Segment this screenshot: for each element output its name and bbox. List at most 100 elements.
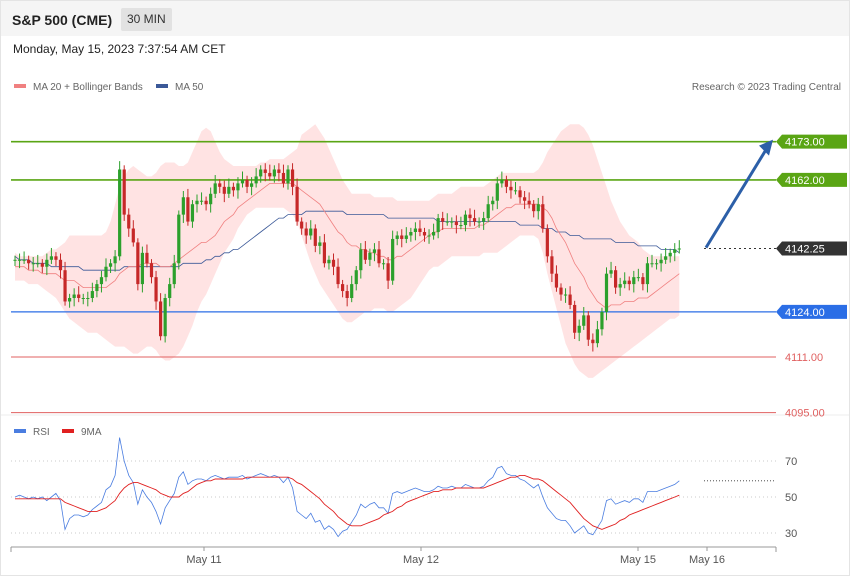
level-tag-shape — [776, 241, 847, 256]
legend-rsi-label: RSI — [33, 427, 50, 438]
report-datetime: Monday, May 15, 2023 7:37:54 AM CET — [13, 42, 226, 56]
candle-body — [327, 259, 331, 264]
level-tag-4162.00: 4162.00 — [776, 172, 847, 187]
legend-ma20-label: MA 20 + Bollinger Bands — [33, 82, 143, 93]
candle-body — [422, 232, 427, 236]
candle-body — [668, 252, 672, 257]
candle-body — [254, 176, 258, 184]
rsi-tick-50: 50 — [785, 492, 797, 504]
candle-body — [122, 169, 126, 215]
rsi-tick-30: 30 — [785, 528, 797, 540]
candle-body — [304, 228, 308, 236]
candle-body — [322, 242, 326, 264]
candle-body — [436, 218, 440, 232]
candle-body — [131, 228, 135, 243]
candle-body — [636, 277, 640, 279]
candle-body — [86, 298, 90, 299]
candle-body — [432, 232, 436, 236]
candle-body — [309, 228, 313, 236]
candle-body — [568, 294, 572, 305]
level-tag-4124.00: 4124.00 — [776, 304, 847, 319]
candle-body — [90, 291, 94, 298]
candle-body — [272, 169, 276, 177]
instrument-title: S&P 500 (CME) — [12, 12, 113, 28]
candle-body — [441, 218, 445, 222]
candle-body — [17, 259, 22, 261]
legend-ma50-label: MA 50 — [175, 82, 204, 93]
candles — [13, 161, 681, 352]
candle-body — [673, 249, 677, 253]
candle-body — [400, 235, 404, 239]
level-tag-shape — [776, 304, 847, 319]
candle-body — [190, 204, 195, 222]
level-tag-text: 4142.25 — [785, 244, 825, 256]
candle-body — [350, 284, 354, 298]
candle-body — [40, 263, 44, 267]
candle-body — [614, 270, 618, 288]
candle-body — [295, 186, 299, 222]
legend-swatch-rsi-ma — [62, 429, 74, 433]
candle-body — [136, 242, 140, 285]
level-tag-text: 4111.00 — [785, 352, 823, 364]
projection-arrow-head — [759, 139, 773, 156]
candle-body — [341, 284, 345, 292]
candle-body — [54, 256, 58, 260]
candle-body — [300, 221, 304, 229]
candle-body — [222, 186, 226, 194]
candle-body — [77, 294, 81, 298]
candle-body — [172, 263, 176, 285]
candle-body — [504, 179, 508, 187]
candle-body — [245, 179, 249, 187]
legend-swatch-ma20 — [14, 84, 26, 88]
candle-body — [595, 329, 599, 344]
legend-swatch-ma50 — [156, 84, 168, 88]
candle-body — [518, 190, 522, 198]
time-tick-label: May 11 — [186, 554, 221, 566]
candle-body — [195, 200, 199, 205]
candle-body — [127, 214, 131, 229]
candle-body — [13, 259, 17, 261]
candle-body — [218, 183, 222, 187]
candle-body — [445, 221, 449, 223]
candle-body — [240, 179, 245, 184]
candle-body — [491, 200, 495, 205]
candle-body — [677, 248, 681, 250]
candle-body — [386, 263, 390, 281]
candle-body — [186, 197, 190, 222]
candle-body — [372, 249, 377, 253]
candle-body — [627, 280, 631, 285]
candle-body — [345, 291, 349, 298]
candle-body — [140, 252, 144, 285]
candle-body — [495, 183, 499, 201]
interval-badge[interactable]: 30 MIN — [121, 8, 172, 31]
ma50-line — [14, 210, 680, 271]
ma20-line — [15, 182, 680, 309]
candle-body — [263, 169, 267, 173]
price-panel: 4173.00 4162.00 4142.25 4124.00 4111.00 4095.… — [11, 124, 847, 420]
level-tag-text: 4173.00 — [785, 137, 825, 149]
candle-body — [354, 270, 358, 285]
candle-body — [604, 273, 609, 312]
candle-body — [31, 263, 35, 265]
candle-body — [250, 183, 254, 187]
candle-body — [199, 200, 204, 202]
candle-body — [404, 235, 408, 239]
copyright-text: Research © 2023 Trading Central — [692, 82, 841, 93]
candle-body — [177, 214, 181, 264]
candle-body — [363, 249, 367, 260]
candle-body — [541, 204, 545, 229]
candle-body — [500, 179, 504, 184]
candle-body — [454, 221, 458, 226]
candle-body — [591, 339, 595, 344]
candle-body — [509, 186, 513, 191]
candle-body — [95, 284, 99, 292]
candle-body — [650, 263, 654, 265]
level-tag-4111.00: 4111.00 — [785, 352, 823, 364]
time-tick-label: May 12 — [403, 554, 439, 566]
projection-arrow-line — [704, 148, 768, 249]
candle-body — [659, 259, 663, 264]
rsi-ma-line — [15, 474, 680, 530]
candle-body — [618, 284, 622, 288]
legend-rsi-ma-label: 9MA — [81, 427, 102, 438]
candle-body — [268, 172, 272, 177]
